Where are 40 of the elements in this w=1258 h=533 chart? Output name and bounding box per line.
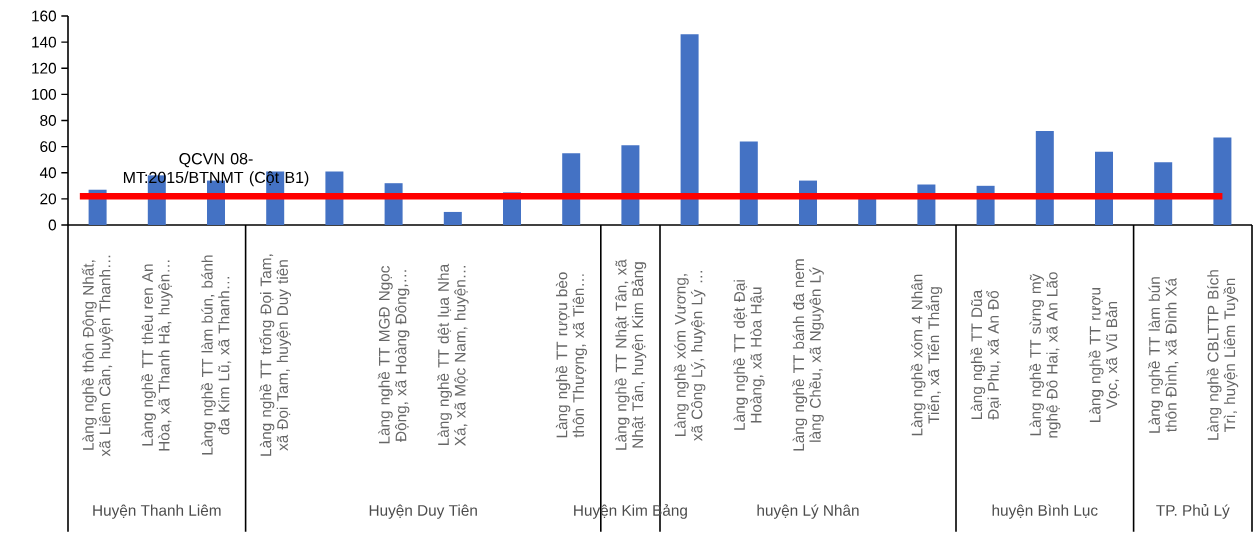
bar <box>858 197 877 225</box>
bar <box>1035 130 1054 225</box>
x-tick-label: Làng nghề TT làm bún, bánh đa Kim Lũ, xã Thanh… <box>200 255 232 455</box>
y-tick-label: 80 <box>40 115 57 126</box>
bar <box>562 153 581 225</box>
bar <box>1095 151 1113 225</box>
x-tick-label: Làng nghề TT bánh đa nem làng Chều, xã Nguyên Lý <box>792 259 824 451</box>
x-tick-label: Làng nghề TT rượu Vọc, xã Vũ Bản <box>1088 287 1120 422</box>
bar <box>739 141 758 225</box>
y-tick-label: 100 <box>32 88 57 100</box>
y-tick-label: 60 <box>40 141 57 153</box>
x-tick-label: Làng nghề TT Dũa Đại Phu, xã An Đổ <box>970 289 1001 420</box>
x-tick-label: Làng nghề TT trống Đọi Tam, xã Đọi Tam, huyện Duy tiên <box>259 254 292 456</box>
text: Huyện Thanh Liêm <box>93 504 221 519</box>
text: huyện Lý Nhân <box>757 504 859 519</box>
x-tick-label: Làng nghề TT MGĐ Ngọc Động, xã Hoàng Đông,… <box>377 266 410 444</box>
y-tick-label: 140 <box>32 36 57 48</box>
text: huyện Bình Lục <box>992 504 1098 519</box>
x-tick-label: Làng nghề TT dệt Đại Hoàng, xã Hòa Hậu <box>733 280 765 430</box>
x-tick-label: Làng nghề TT sừng mỹ nghệ Đô Hai, xã An Lão <box>1029 272 1061 438</box>
bar <box>1213 137 1232 225</box>
x-tick-label: Làng nghề TT Nhật Tân, xã Nhật Tân, huyện Kim Bảng <box>614 259 647 450</box>
bar <box>621 145 640 225</box>
text: TP. Phủ Lý <box>1156 504 1230 519</box>
y-tick-label: 0 <box>48 219 57 231</box>
y-tick-label: 20 <box>40 193 57 205</box>
x-tick-label: Làng nghề TT rượu bèo thôn Thượng, xã Tiên… <box>555 272 588 438</box>
bar <box>680 34 699 225</box>
x-tick-label: Làng nghề TT thêu ren An Hòa, xã Thanh Hà, huyện… <box>141 260 173 451</box>
x-tick-label: Làng nghề TT dệt lụa Nha Xá, xã Mộc Nam, huyện… <box>437 263 469 446</box>
bar <box>443 211 462 225</box>
x-tick-label: Làng nghề xóm 4 Nhân Tiến, xã Tiến Thắng <box>910 274 943 436</box>
x-tick-label: Làng nghề TT làm bún thôn Đình, xã Đình Xá <box>1148 277 1179 433</box>
y-tick-label: 120 <box>32 62 57 74</box>
x-tick-label: Làng nghề CBLTTP Bích Trì, huyện Liêm Tuyền <box>1206 270 1239 440</box>
y-tick-label: 40 <box>39 167 57 179</box>
x-tick-label: Làng nghề thôn Động Nhất, xã Liêm Cần, huyện Thanh… <box>81 255 114 457</box>
y-tick-label: 160 <box>32 10 57 22</box>
text: Huyện Duy Tiên <box>369 504 477 519</box>
x-tick-label: Làng nghề xóm Vương, xã Công Lý, huyện Lý … <box>673 271 706 441</box>
